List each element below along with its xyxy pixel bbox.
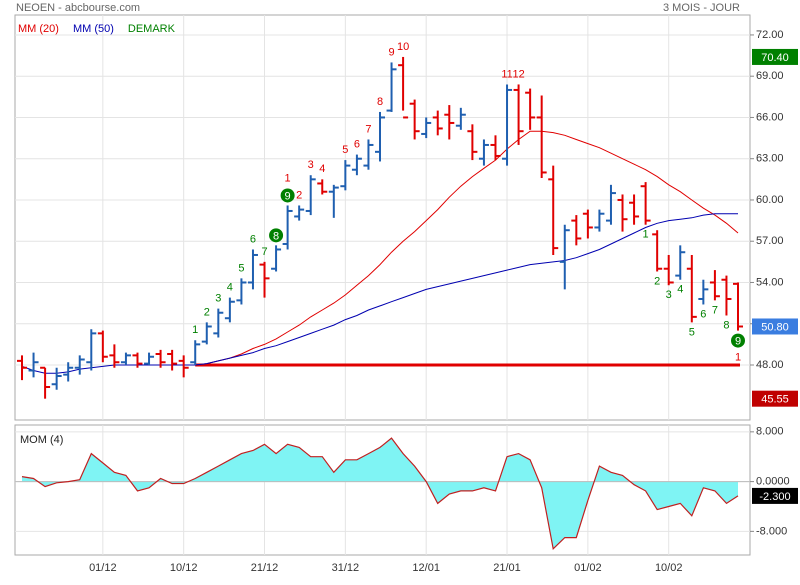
x-tick-label: 10/12 — [170, 562, 198, 574]
x-tick-label: 01/02 — [574, 562, 602, 574]
y-tick-label: 48.00 — [756, 359, 784, 371]
moving-average — [195, 130, 739, 366]
demark-count: 7 — [261, 246, 267, 258]
demark-count: 1 — [285, 172, 291, 184]
momentum-line — [21, 437, 739, 551]
chart-subtitle: 3 MOIS - JOUR — [663, 2, 740, 14]
momentum-title: MOM (4) — [20, 434, 63, 446]
demark-count: 5 — [342, 144, 348, 156]
demark-count: 11 — [501, 68, 512, 80]
y-tick-label: -8.000 — [756, 525, 787, 537]
x-tick-label: 21/12 — [251, 562, 279, 574]
price-marker — [752, 318, 798, 335]
y-tick-label: 60.00 — [756, 194, 784, 206]
demark-count: 2 — [296, 189, 302, 201]
demark-count: 2 — [204, 306, 210, 318]
price-marker-label: 70.40 — [761, 52, 789, 64]
main-panel — [14, 14, 751, 421]
x-tick-label: 21/01 — [493, 562, 521, 574]
demark-count: 7 — [365, 123, 371, 135]
demark-count: 6 — [250, 233, 256, 245]
demark-count: 1 — [735, 352, 741, 364]
y-tick-label: 63.00 — [756, 153, 784, 165]
x-tick-label: 31/12 — [332, 562, 360, 574]
demark-count: 12 — [512, 68, 524, 80]
momentum-marker-label: -2.300 — [759, 491, 790, 503]
momentum-area — [22, 438, 738, 549]
y-tick-label: 0.0000 — [756, 476, 790, 488]
demark-count: 3 — [308, 159, 314, 171]
y-tick-label: 8.000 — [756, 426, 784, 438]
demark-count: 8 — [273, 230, 279, 242]
y-tick-label: 66.00 — [756, 111, 784, 123]
demark-count: 4 — [319, 163, 325, 175]
price-marker-label: 45.55 — [761, 394, 789, 406]
demark-count: 9 — [388, 46, 394, 58]
demark-count: 2 — [654, 275, 660, 287]
momentum-marker — [752, 487, 798, 504]
demark-count: 8 — [377, 96, 383, 108]
demark-circle — [269, 228, 284, 243]
y-tick-label: 72.00 — [756, 29, 784, 41]
demark-count: 7 — [712, 304, 718, 316]
x-tick-label: 12/01 — [412, 562, 440, 574]
demark-circle — [731, 333, 745, 348]
x-tick-label: 01/12 — [89, 562, 117, 574]
momentum-panel — [14, 424, 751, 556]
demark-count: 9 — [735, 336, 741, 348]
y-tick-label: 54.00 — [756, 276, 784, 288]
demark-count: 9 — [285, 190, 291, 202]
demark-count: 8 — [723, 319, 729, 331]
demark-count: 6 — [354, 138, 360, 150]
demark-count: 3 — [666, 289, 672, 301]
price-marker — [752, 48, 798, 65]
demark-count: 3 — [215, 293, 221, 305]
demark-count: 5 — [689, 326, 695, 338]
y-tick-label: 57.00 — [756, 235, 784, 247]
moving-average — [21, 213, 738, 374]
y-tick-label: 69.00 — [756, 70, 784, 82]
demark-count: 10 — [397, 41, 409, 53]
demark-count: 5 — [238, 262, 244, 274]
demark-count: 4 — [677, 284, 683, 296]
x-tick-label: 10/02 — [655, 562, 683, 574]
price-marker — [752, 390, 798, 407]
demark-count: 1 — [192, 324, 198, 336]
chart-title: NEOEN - abcbourse.com — [16, 2, 140, 14]
legend-entry: MM (50) — [73, 23, 114, 35]
demark-count: 4 — [227, 282, 233, 294]
demark-circle — [280, 188, 295, 203]
price-marker-label: 50.80 — [761, 321, 789, 333]
demark-count: 6 — [700, 308, 706, 320]
legend-entry: MM (20) — [18, 23, 59, 35]
demark-count: 1 — [643, 229, 649, 241]
legend-entry: DEMARK — [128, 23, 176, 35]
